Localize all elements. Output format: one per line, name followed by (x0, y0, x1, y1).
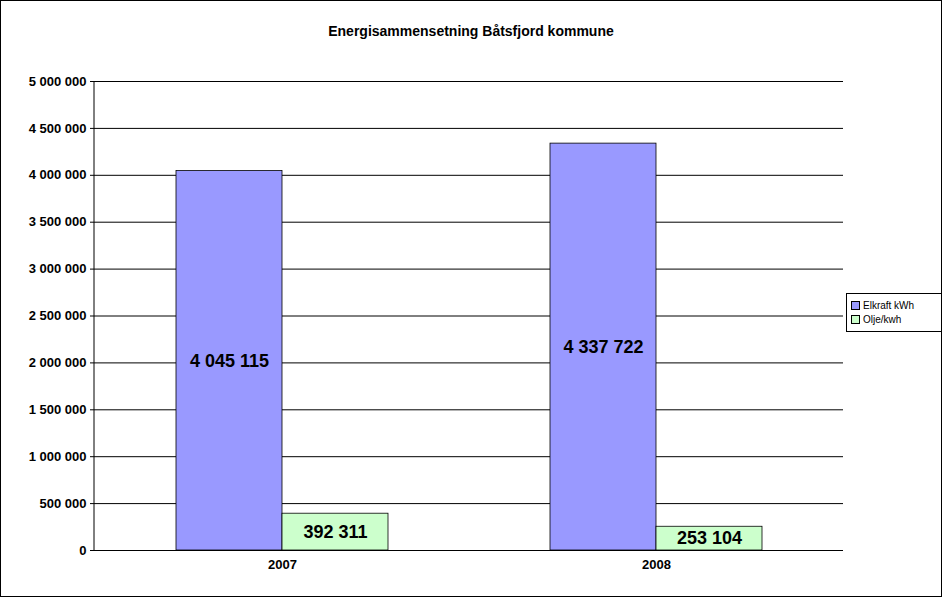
svg-text:253 104: 253 104 (677, 528, 742, 548)
svg-text:4 000 000: 4 000 000 (29, 167, 87, 182)
svg-text:3 500 000: 3 500 000 (29, 214, 87, 229)
svg-text:3 000 000: 3 000 000 (29, 261, 87, 276)
svg-text:4 045 115: 4 045 115 (190, 351, 269, 371)
svg-text:4 500 000: 4 500 000 (29, 121, 87, 136)
svg-text:2 500 000: 2 500 000 (29, 308, 87, 323)
svg-text:2008: 2008 (642, 557, 671, 572)
svg-text:4 337 722: 4 337 722 (563, 337, 643, 357)
svg-text:2007: 2007 (268, 557, 297, 572)
svg-text:0: 0 (79, 543, 86, 558)
html-text:Olje/kwh: Olje/kwh (863, 314, 902, 325)
html-text:Energisammensetning Båtsfjord: Energisammensetning Båtsfjord kommune (328, 23, 614, 39)
svg-text:2 000 000: 2 000 000 (29, 355, 87, 370)
svg-text:500 000: 500 000 (40, 496, 87, 511)
svg-text:5 000 000: 5 000 000 (29, 74, 87, 89)
svg-text:1 500 000: 1 500 000 (29, 402, 87, 417)
html-text:Elkraft kWh: Elkraft kWh (863, 300, 915, 311)
svg-text:392 311: 392 311 (303, 522, 367, 542)
svg-text:1 000 000: 1 000 000 (29, 449, 87, 464)
